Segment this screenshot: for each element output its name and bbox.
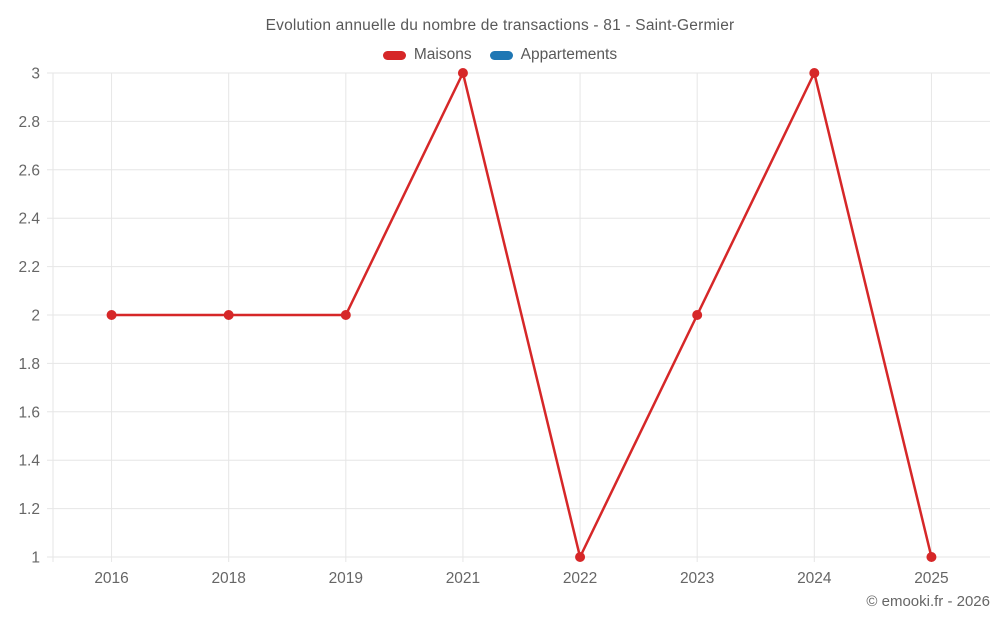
watermark: © emooki.fr - 2026 [866,593,990,610]
legend-label-maisons: Maisons [413,46,472,63]
legend-label-appartements: Appartements [520,46,618,63]
y-tick-label: 2.8 [18,114,40,131]
maisons-data-point [575,552,586,562]
appartements-swatch-icon [489,50,513,60]
maisons-data-point [692,310,703,320]
x-tick-label: 2024 [797,570,832,587]
maisons-data-point [223,310,234,320]
x-tick-label: 2018 [211,570,245,587]
y-tick-label: 2.2 [18,259,40,276]
x-tick-label: 2022 [563,570,597,587]
x-tick-label: 2023 [680,570,714,587]
y-tick-label: 2.6 [18,162,40,179]
y-tick-label: 1 [31,550,40,567]
y-tick-label: 2 [31,308,40,325]
chart-title: Evolution annuelle du nombre de transact… [265,17,735,34]
y-tick-label: 1.6 [18,404,40,421]
y-tick-label: 1.2 [18,501,40,518]
y-tick-label: 3 [31,66,40,83]
y-tick-label: 1.8 [18,356,40,373]
x-tick-label: 2025 [914,570,948,587]
x-tick-label: 2021 [446,570,480,587]
legend-item-appartements[interactable]: Appartements [489,46,618,64]
legend: Maisons Appartements [0,46,1000,64]
maisons-data-point [106,310,117,320]
maisons-data-point [340,310,351,320]
y-tick-label: 2.4 [18,211,40,228]
x-tick-label: 2016 [94,570,128,587]
legend-item-maisons[interactable]: Maisons [382,46,472,64]
maisons-data-point [926,552,937,562]
maisons-swatch-icon [382,50,406,60]
maisons-data-point [809,68,820,78]
y-tick-label: 1.4 [18,453,40,470]
maisons-line [110,71,933,559]
x-tick-label: 2019 [329,570,363,587]
maisons-data-point [457,68,468,78]
